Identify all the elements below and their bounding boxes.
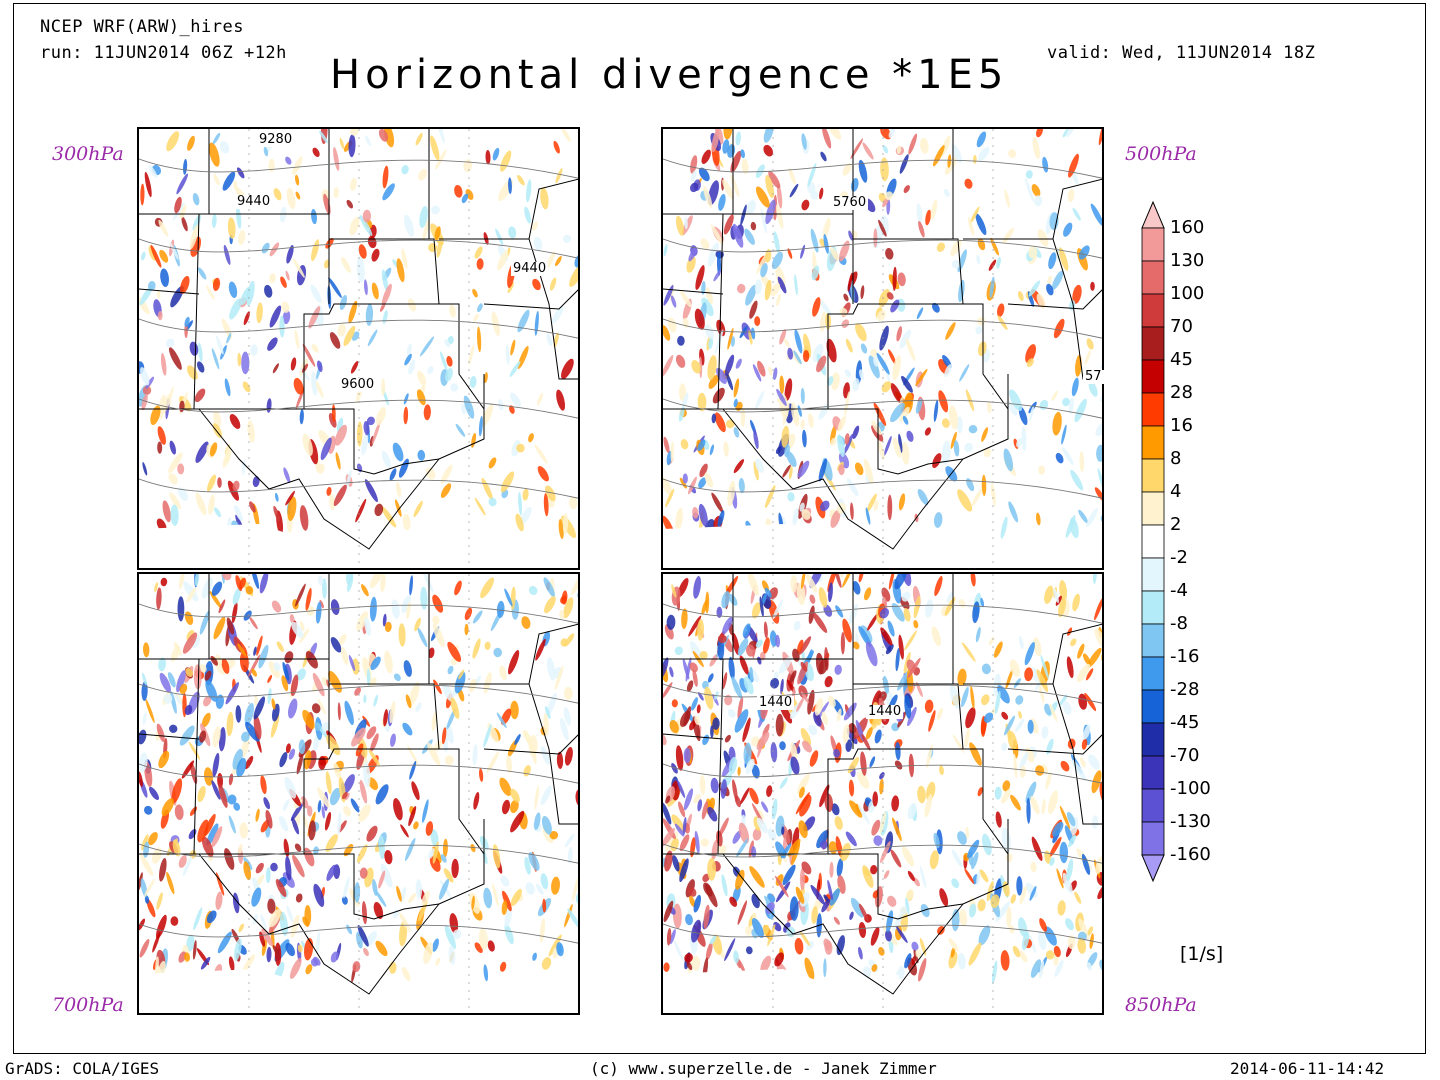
colorbar-tick-label: 45 (1170, 349, 1193, 370)
colorbar-tick-label: 8 (1170, 448, 1182, 469)
colorbar-tick-label: 70 (1170, 316, 1193, 337)
colorbar-box (1141, 491, 1165, 526)
colorbar-tick-label: 160 (1170, 217, 1205, 238)
colorbar-box (1141, 359, 1165, 394)
colorbar-box (1141, 392, 1165, 427)
colorbar-box (1141, 557, 1165, 592)
contour-label: 1440 (757, 695, 795, 710)
colorbar-box (1141, 326, 1165, 361)
colorbar-tick-label: -100 (1170, 778, 1211, 799)
contour-label: 9440 (511, 261, 549, 276)
colorbar-box (1141, 623, 1165, 658)
colorbar-box (1141, 788, 1165, 823)
colorbar-box (1141, 293, 1165, 328)
colorbar-tick-label: 2 (1170, 514, 1182, 535)
colorbar-tick-label: -28 (1170, 679, 1200, 700)
contour-label: 57 (1083, 369, 1104, 384)
colorbar-box (1141, 821, 1165, 856)
colorbar-box (1141, 524, 1165, 559)
map-panel-500hpa (661, 127, 1104, 570)
colorbar-box (1141, 590, 1165, 625)
colorbar-box (1141, 755, 1165, 790)
colorbar-top-arrow (1141, 200, 1165, 229)
colorbar (1141, 200, 1165, 883)
colorbar-tick-label: -4 (1170, 580, 1188, 601)
page-title: Horizontal divergence *1E5 (330, 52, 1009, 98)
contour-label: 9600 (339, 377, 377, 392)
colorbar-tick-label: 16 (1170, 415, 1193, 436)
colorbar-box (1141, 722, 1165, 757)
level-label-700: 700hPa (52, 994, 124, 1016)
contour-label: 9280 (257, 132, 295, 147)
contour-label: 9440 (235, 194, 273, 209)
colorbar-box (1141, 260, 1165, 295)
colorbar-tick-label: -2 (1170, 547, 1188, 568)
level-label-850: 850hPa (1125, 994, 1197, 1016)
footer-credit: (c) www.superzelle.de - Janek Zimmer (590, 1059, 937, 1078)
footer-timestamp: 2014-06-11-14:42 (1230, 1059, 1385, 1078)
colorbar-tick-label: 28 (1170, 382, 1193, 403)
model-name: NCEP WRF(ARW)_hires (40, 17, 244, 37)
footer-software: GrADS: COLA/IGES (5, 1059, 160, 1078)
plot-frame (13, 3, 1426, 1054)
contour-label: 1440 (866, 704, 904, 719)
colorbar-tick-label: -45 (1170, 712, 1200, 733)
contour-label: 5760 (831, 195, 869, 210)
map-panel-300hpa (137, 127, 580, 570)
colorbar-tick-label: -130 (1170, 811, 1211, 832)
colorbar-tick-label: -16 (1170, 646, 1200, 667)
colorbar-box (1141, 656, 1165, 691)
colorbar-box (1141, 425, 1165, 460)
level-label-300: 300hPa (52, 143, 124, 165)
colorbar-tick-label: -8 (1170, 613, 1188, 634)
colorbar-box (1141, 458, 1165, 493)
colorbar-box (1141, 689, 1165, 724)
colorbar-box (1141, 227, 1165, 262)
colorbar-bottom-arrow (1141, 854, 1165, 883)
map-panel-850hpa (661, 572, 1104, 1015)
level-label-500: 500hPa (1125, 143, 1197, 165)
colorbar-unit: [1/s] (1180, 943, 1224, 965)
colorbar-tick-label: -160 (1170, 844, 1211, 865)
colorbar-tick-label: 4 (1170, 481, 1182, 502)
colorbar-tick-label: 100 (1170, 283, 1205, 304)
map-panel-700hpa (137, 572, 580, 1015)
valid-time: valid: Wed, 11JUN2014 18Z (1047, 43, 1316, 63)
run-info: run: 11JUN2014 06Z +12h (40, 43, 287, 63)
colorbar-tick-label: -70 (1170, 745, 1200, 766)
colorbar-tick-label: 130 (1170, 250, 1205, 271)
